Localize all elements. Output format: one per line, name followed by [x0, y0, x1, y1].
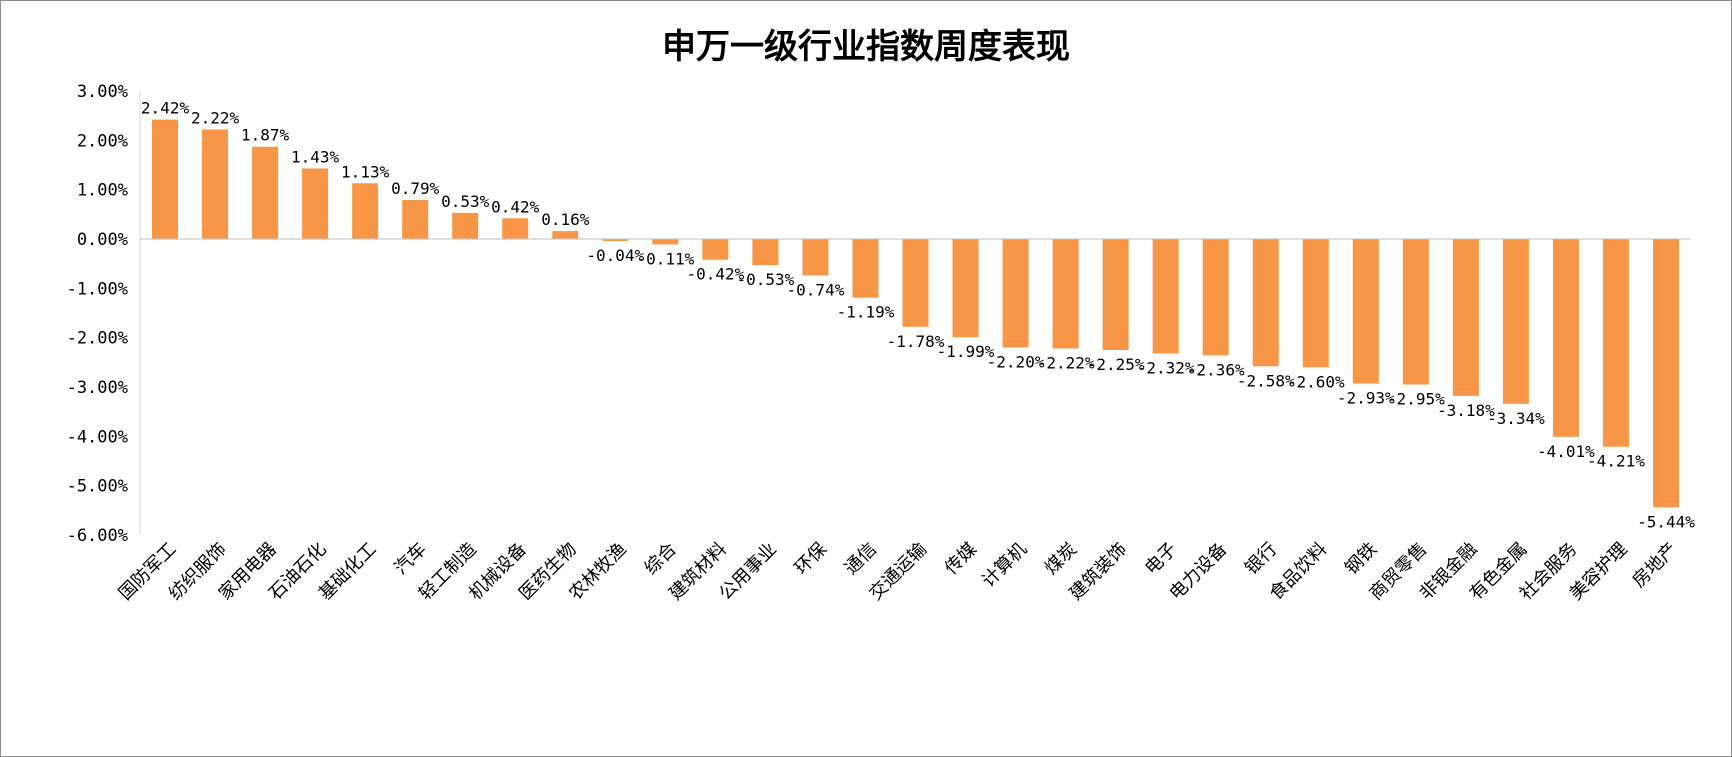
- y-tick-label: -2.00%: [67, 329, 128, 349]
- y-axis-ticks: 3.00% 2.00% 1.00% 0.00% -1.00% -2.00% -3.00% -4…: [67, 82, 128, 546]
- x-category-label: 钢铁: [1341, 539, 1381, 579]
- bar: [552, 231, 579, 239]
- bars: [152, 119, 1679, 508]
- chart-title: 申万一级行业指数周度表现: [662, 27, 1070, 67]
- data-label: -2.93%: [1337, 389, 1395, 408]
- x-category-label: 通信: [841, 539, 881, 579]
- y-tick-label: -6.00%: [67, 526, 128, 546]
- data-label: -2.95%: [1387, 390, 1445, 409]
- bar: [1102, 239, 1129, 350]
- y-tick-label: 3.00%: [77, 82, 128, 102]
- bar: [1302, 239, 1329, 368]
- bar: [302, 168, 329, 239]
- bar: [1402, 239, 1429, 385]
- bar: [452, 212, 479, 239]
- bar: [1002, 239, 1029, 348]
- y-tick-label: 1.00%: [77, 181, 128, 201]
- data-label: -2.25%: [1087, 355, 1145, 374]
- bar: [502, 218, 529, 239]
- data-label: -2.36%: [1187, 360, 1245, 379]
- y-tick-label: -1.00%: [67, 279, 128, 299]
- bar: [1452, 239, 1479, 396]
- bar: [1252, 239, 1279, 367]
- data-label: -0.11%: [636, 249, 694, 268]
- bar: [702, 239, 729, 260]
- bar: [1152, 239, 1179, 354]
- bar: [152, 119, 179, 239]
- data-label: -1.99%: [937, 342, 995, 361]
- data-label: 2.22%: [191, 108, 240, 127]
- data-label: -5.44%: [1637, 512, 1695, 531]
- data-label: 1.87%: [241, 126, 290, 145]
- bar: [1652, 239, 1679, 508]
- data-label: -2.60%: [1287, 372, 1345, 391]
- y-tick-label: -5.00%: [67, 477, 128, 497]
- bar: [1202, 239, 1229, 356]
- y-tick-label: 2.00%: [77, 131, 128, 151]
- bar: [802, 239, 829, 276]
- data-label: -3.18%: [1437, 401, 1495, 420]
- y-tick-label: -4.00%: [67, 427, 128, 447]
- x-category-label: 计算机: [978, 539, 1031, 592]
- x-category-label: 银行: [1241, 539, 1281, 579]
- x-category-label: 汽车: [390, 539, 430, 579]
- bar: [352, 183, 379, 239]
- bar: [852, 239, 879, 298]
- bar: [1602, 239, 1629, 447]
- data-label: -3.34%: [1487, 409, 1545, 428]
- data-label: 2.42%: [141, 99, 190, 118]
- data-labels: 2.42%2.22%1.87%1.43%1.13%0.79%0.53% 0.42%…: [141, 99, 1695, 532]
- y-tick-label: 0.00%: [77, 230, 128, 250]
- bar: [1352, 239, 1379, 384]
- data-label: -4.01%: [1537, 442, 1595, 461]
- bar: [202, 129, 229, 239]
- x-category-label: 煤炭: [1041, 539, 1081, 579]
- bar: [252, 146, 279, 239]
- bar: [402, 200, 429, 239]
- data-label: -0.04%: [586, 246, 644, 265]
- data-label: -2.32%: [1137, 358, 1195, 377]
- x-category-label: 综合: [641, 539, 681, 579]
- data-label: 0.16%: [541, 210, 590, 229]
- data-label: -2.58%: [1237, 371, 1295, 390]
- data-label: 0.53%: [441, 192, 490, 211]
- bar: [1052, 239, 1079, 349]
- x-category-label: 房地产: [1628, 539, 1681, 592]
- bar: [752, 239, 779, 266]
- data-label: -0.74%: [787, 281, 845, 300]
- data-label: -0.53%: [737, 270, 795, 289]
- x-category-label: 电子: [1141, 539, 1181, 579]
- data-label: 0.42%: [491, 197, 540, 216]
- bar: [1552, 239, 1579, 437]
- data-label: -0.42%: [686, 265, 744, 284]
- bar: [902, 239, 929, 327]
- bar: [602, 239, 629, 241]
- data-label: 0.79%: [391, 179, 440, 198]
- y-tick-label: -3.00%: [67, 378, 128, 398]
- bar: [952, 239, 979, 338]
- data-label: -2.22%: [1037, 354, 1095, 373]
- data-label: -2.20%: [987, 353, 1045, 372]
- data-label: 1.13%: [341, 162, 390, 181]
- bar: [652, 239, 679, 245]
- data-label: 1.43%: [291, 147, 340, 166]
- bar: [1502, 239, 1529, 404]
- data-label: -1.78%: [887, 332, 945, 351]
- data-label: -4.21%: [1587, 452, 1645, 471]
- data-label: -1.19%: [837, 303, 895, 322]
- x-category-label: 传媒: [941, 539, 981, 579]
- x-category-label: 环保: [791, 539, 831, 579]
